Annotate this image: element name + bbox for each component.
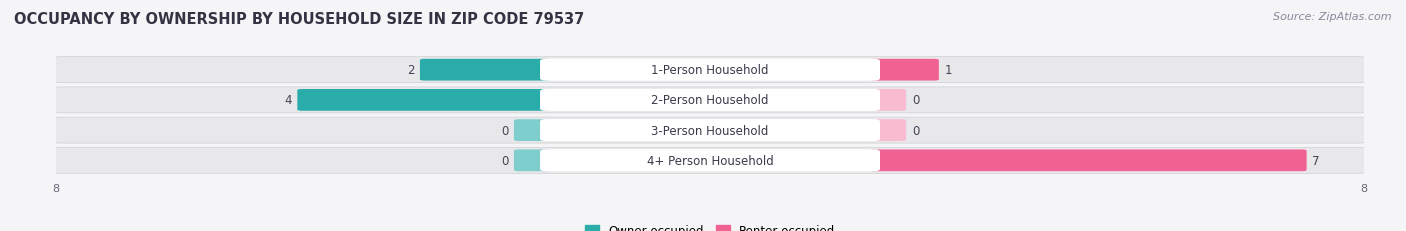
Text: Source: ZipAtlas.com: Source: ZipAtlas.com bbox=[1274, 12, 1392, 21]
FancyBboxPatch shape bbox=[540, 59, 880, 81]
Text: 1: 1 bbox=[945, 64, 952, 77]
Text: 0: 0 bbox=[912, 94, 920, 107]
FancyBboxPatch shape bbox=[515, 150, 551, 171]
Text: 2-Person Household: 2-Person Household bbox=[651, 94, 769, 107]
FancyBboxPatch shape bbox=[540, 89, 880, 111]
Text: 2: 2 bbox=[406, 64, 415, 77]
Text: OCCUPANCY BY OWNERSHIP BY HOUSEHOLD SIZE IN ZIP CODE 79537: OCCUPANCY BY OWNERSHIP BY HOUSEHOLD SIZE… bbox=[14, 12, 585, 27]
FancyBboxPatch shape bbox=[540, 120, 880, 142]
Text: 1-Person Household: 1-Person Household bbox=[651, 64, 769, 77]
FancyBboxPatch shape bbox=[869, 60, 939, 81]
FancyBboxPatch shape bbox=[420, 60, 551, 81]
FancyBboxPatch shape bbox=[297, 90, 551, 111]
Text: 7: 7 bbox=[1312, 154, 1320, 167]
FancyBboxPatch shape bbox=[869, 120, 905, 141]
Text: 0: 0 bbox=[501, 154, 508, 167]
FancyBboxPatch shape bbox=[869, 90, 905, 111]
FancyBboxPatch shape bbox=[540, 150, 880, 172]
FancyBboxPatch shape bbox=[515, 120, 551, 141]
Text: 4: 4 bbox=[284, 94, 291, 107]
FancyBboxPatch shape bbox=[53, 118, 1367, 143]
FancyBboxPatch shape bbox=[53, 58, 1367, 83]
Text: 3-Person Household: 3-Person Household bbox=[651, 124, 769, 137]
FancyBboxPatch shape bbox=[53, 148, 1367, 173]
Text: 0: 0 bbox=[501, 124, 508, 137]
FancyBboxPatch shape bbox=[869, 150, 1306, 171]
FancyBboxPatch shape bbox=[53, 88, 1367, 113]
Legend: Owner-occupied, Renter-occupied: Owner-occupied, Renter-occupied bbox=[579, 219, 841, 231]
Text: 0: 0 bbox=[912, 124, 920, 137]
Text: 4+ Person Household: 4+ Person Household bbox=[647, 154, 773, 167]
